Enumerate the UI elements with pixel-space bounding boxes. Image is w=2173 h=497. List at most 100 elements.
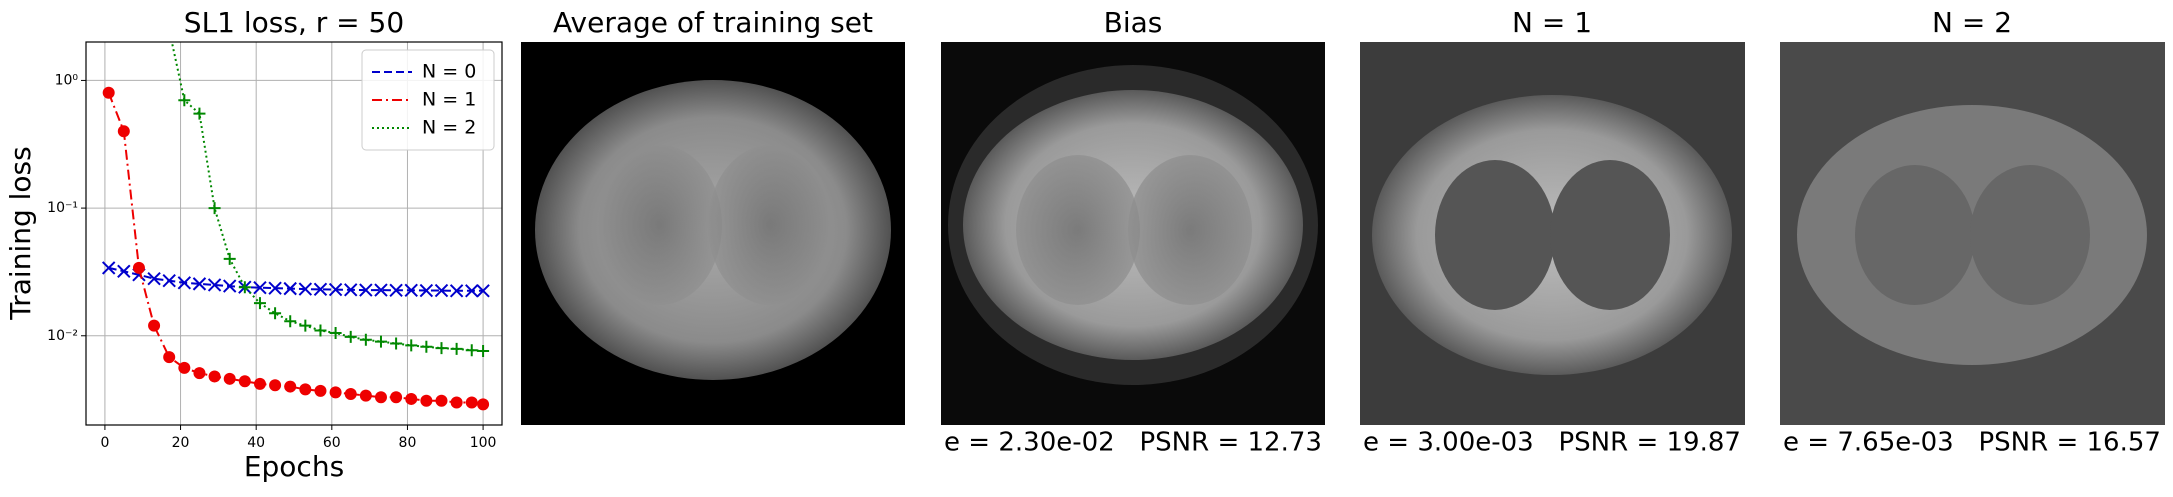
marker [420, 394, 433, 407]
panel-title: Bias [1104, 6, 1163, 39]
marker [434, 283, 449, 298]
panel-title: N = 1 [1512, 6, 1592, 39]
marker [314, 384, 327, 397]
marker [283, 281, 297, 296]
lung-shape [1855, 165, 1975, 305]
marker [465, 284, 479, 298]
marker [102, 86, 115, 99]
x-tick-label: 20 [172, 435, 190, 451]
marker [163, 24, 175, 36]
marker [299, 383, 312, 396]
marker [465, 396, 478, 409]
marker [344, 330, 357, 343]
y-tick-label: 10⁻¹ [47, 200, 78, 216]
marker [253, 297, 266, 310]
panel-title: Average of training set [553, 6, 873, 39]
lung-shape [598, 145, 722, 305]
marker [405, 392, 418, 405]
marker [162, 273, 176, 288]
marker [344, 283, 358, 297]
marker [223, 279, 237, 293]
lung-shape [708, 145, 832, 305]
marker [238, 281, 251, 294]
legend: N = 0 N = 1 N = 2 [361, 49, 495, 151]
marker [329, 386, 342, 399]
marker [344, 387, 357, 400]
legend-label: N = 0 [422, 61, 476, 83]
marker [450, 342, 463, 355]
marker [269, 379, 282, 392]
marker [374, 335, 387, 348]
lung-shape [1016, 155, 1140, 305]
marker [268, 281, 282, 295]
marker [450, 396, 463, 409]
marker [178, 94, 191, 107]
marker [477, 344, 490, 357]
marker [359, 283, 373, 297]
panel-caption: e = 2.30e-02 PSNR = 12.73 [944, 428, 1322, 458]
marker [299, 319, 312, 332]
chart-title: SL1 loss, r = 50 [184, 6, 404, 39]
y-tick-label: 10⁰ [55, 72, 79, 88]
lung-shape [1435, 160, 1555, 310]
image-panel: Average of training set [521, 6, 905, 425]
marker [208, 370, 221, 383]
lung-shape [1550, 160, 1670, 310]
legend-label: N = 2 [422, 117, 476, 139]
series-line [108, 266, 484, 292]
marker [193, 367, 206, 380]
marker [374, 283, 388, 297]
marker [359, 389, 372, 402]
marker [314, 324, 327, 337]
marker [465, 344, 478, 357]
y-tick-label: 10⁻² [47, 328, 78, 344]
marker [117, 264, 131, 278]
marker [253, 280, 267, 295]
marker [147, 271, 161, 286]
marker [208, 202, 221, 215]
axes-frame [85, 41, 503, 426]
marker [449, 284, 464, 298]
x-tick-label: 0 [100, 435, 109, 451]
y-axis-label: Training loss [4, 146, 37, 320]
marker [178, 361, 191, 374]
x-axis-label: Epochs [244, 450, 344, 483]
marker [117, 125, 130, 138]
panel-caption: e = 3.00e-03 PSNR = 19.87 [1363, 428, 1741, 458]
marker [223, 252, 236, 265]
marker [390, 337, 403, 350]
marker [223, 372, 236, 385]
marker [420, 340, 433, 353]
marker [477, 398, 490, 411]
marker [405, 339, 418, 352]
x-tick-label: 100 [470, 435, 497, 451]
legend-label: N = 1 [422, 89, 476, 111]
x-tick-label: 40 [247, 435, 265, 451]
marker [359, 333, 372, 346]
legend-box [361, 49, 495, 151]
series-line [170, 42, 484, 352]
marker [284, 315, 297, 328]
marker [253, 377, 266, 390]
marker [374, 391, 387, 404]
marker [193, 107, 206, 120]
marker [435, 342, 448, 355]
image-panel: N = 2 e = 7.65e-03 PSNR = 16.57 [1780, 6, 2165, 458]
lung-shape [1128, 155, 1252, 305]
marker [390, 391, 403, 404]
marker [404, 283, 418, 298]
marker [269, 307, 282, 320]
marker [177, 276, 192, 290]
marker [192, 277, 207, 291]
marker [476, 284, 490, 298]
marker [207, 278, 222, 292]
marker [238, 375, 251, 388]
x-tick-label: 60 [323, 435, 341, 451]
lung-shape [1970, 165, 2090, 305]
marker [389, 283, 403, 298]
marker [148, 319, 161, 332]
plot-area [101, 24, 490, 411]
marker [435, 394, 448, 407]
marker [419, 283, 434, 298]
